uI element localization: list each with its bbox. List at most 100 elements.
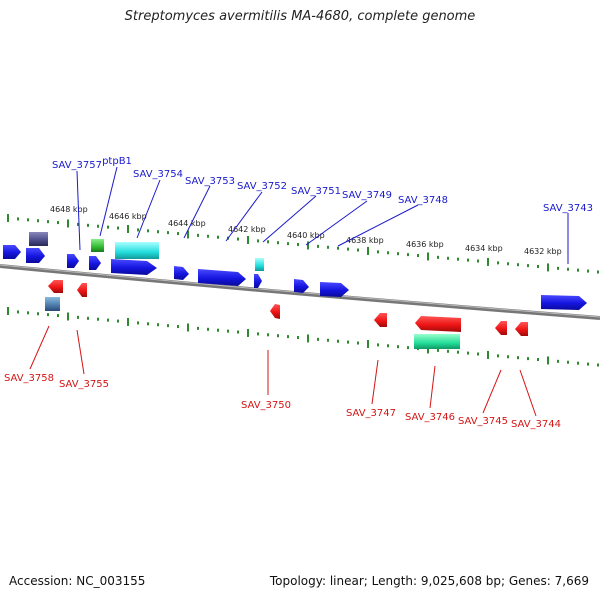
minor-tick bbox=[197, 233, 199, 237]
minor-tick bbox=[317, 337, 319, 341]
minor-tick bbox=[87, 223, 89, 227]
gene-label-sav3748[interactable]: SAV_3748 bbox=[398, 195, 448, 206]
leader-line-sav3746 bbox=[429, 365, 436, 409]
forward-gene-arrow[interactable] bbox=[67, 254, 79, 268]
minor-tick bbox=[267, 240, 269, 244]
gene-label-sav3751[interactable]: SAV_3751 bbox=[291, 186, 341, 197]
gene-label-sav3754[interactable]: SAV_3754 bbox=[133, 169, 183, 180]
leader-line-sav3749 bbox=[305, 200, 368, 246]
minor-tick bbox=[117, 226, 119, 230]
gene-label-ptpb1[interactable]: ptpB1 bbox=[102, 156, 132, 167]
minor-tick bbox=[17, 310, 19, 314]
major-tick bbox=[127, 317, 129, 326]
major-tick bbox=[127, 224, 129, 233]
minor-tick bbox=[277, 241, 279, 245]
scale-label-4648: 4648 kbp bbox=[50, 205, 88, 214]
minor-tick bbox=[377, 343, 379, 347]
minor-tick bbox=[527, 357, 529, 361]
major-tick bbox=[367, 246, 369, 255]
forward-gene-arrow[interactable] bbox=[254, 274, 262, 288]
gene-label-sav3746[interactable]: SAV_3746 bbox=[405, 412, 455, 423]
forward-gene-arrow[interactable] bbox=[3, 245, 21, 259]
minor-tick bbox=[407, 253, 409, 257]
reverse-gene-arrow[interactable] bbox=[374, 313, 387, 327]
feature-green-box[interactable] bbox=[91, 239, 104, 252]
minor-tick bbox=[147, 229, 149, 233]
minor-tick bbox=[457, 350, 459, 354]
forward-gene-arrow[interactable] bbox=[198, 269, 246, 286]
major-tick bbox=[307, 241, 309, 250]
gene-label-sav3755[interactable]: SAV_3755 bbox=[59, 379, 109, 390]
minor-tick bbox=[47, 220, 49, 224]
gene-label-sav3757[interactable]: SAV_3757 bbox=[52, 160, 102, 171]
minor-tick bbox=[157, 230, 159, 234]
minor-tick bbox=[227, 329, 229, 333]
minor-tick bbox=[217, 328, 219, 332]
minor-tick bbox=[537, 265, 539, 269]
minor-tick bbox=[177, 232, 179, 236]
major-tick bbox=[547, 263, 549, 272]
forward-gene-arrow[interactable] bbox=[320, 282, 349, 297]
scale-label-4644: 4644 kbp bbox=[168, 219, 206, 228]
major-tick bbox=[247, 328, 249, 337]
forward-gene-arrow[interactable] bbox=[294, 279, 309, 293]
gene-label-sav3744[interactable]: SAV_3744 bbox=[511, 419, 561, 430]
minor-tick bbox=[377, 250, 379, 254]
reverse-gene-arrow[interactable] bbox=[515, 322, 528, 336]
minor-tick bbox=[517, 356, 519, 360]
gene-label-sav3745[interactable]: SAV_3745 bbox=[458, 416, 508, 427]
minor-tick bbox=[417, 254, 419, 258]
leader-line-sav3748 bbox=[337, 204, 419, 247]
minor-tick bbox=[97, 317, 99, 321]
feature-steel-box[interactable] bbox=[45, 297, 60, 311]
gene-label-sav3747[interactable]: SAV_3747 bbox=[346, 408, 396, 419]
minor-tick bbox=[37, 219, 39, 223]
feature-teal-box[interactable] bbox=[414, 334, 460, 349]
gene-label-sav3750[interactable]: SAV_3750 bbox=[241, 400, 291, 411]
forward-gene-arrow[interactable] bbox=[111, 259, 157, 275]
lower-tick-track bbox=[7, 307, 599, 367]
minor-tick bbox=[597, 270, 599, 274]
minor-tick bbox=[167, 231, 169, 235]
minor-tick bbox=[27, 218, 29, 222]
major-tick bbox=[67, 312, 69, 321]
major-tick bbox=[187, 230, 189, 239]
feature-cyan-box[interactable] bbox=[115, 242, 159, 259]
minor-tick bbox=[597, 363, 599, 367]
gene-label-sav3752[interactable]: SAV_3752 bbox=[237, 181, 287, 192]
minor-tick bbox=[527, 264, 529, 268]
minor-tick bbox=[347, 340, 349, 344]
reverse-gene-arrow[interactable] bbox=[495, 321, 507, 335]
minor-tick bbox=[57, 314, 59, 318]
major-tick bbox=[427, 345, 429, 354]
minor-tick bbox=[567, 267, 569, 271]
minor-tick bbox=[557, 359, 559, 363]
reverse-gene-arrow[interactable] bbox=[48, 280, 63, 293]
genome-axis bbox=[0, 264, 600, 320]
gene-label-sav3753[interactable]: SAV_3753 bbox=[185, 176, 235, 187]
reverse-gene-arrow[interactable] bbox=[270, 304, 280, 319]
gene-label-sav3758[interactable]: SAV_3758 bbox=[4, 373, 54, 384]
minor-tick bbox=[457, 257, 459, 261]
minor-tick bbox=[157, 323, 159, 327]
gene-label-sav3749[interactable]: SAV_3749 bbox=[342, 190, 392, 201]
minor-tick bbox=[107, 318, 109, 322]
feature-purple-box[interactable] bbox=[29, 232, 48, 246]
minor-tick bbox=[517, 263, 519, 267]
feature-cyan-small-box[interactable] bbox=[255, 258, 264, 271]
minor-tick bbox=[17, 217, 19, 221]
leader-line-sav3755 bbox=[76, 329, 85, 375]
minor-tick bbox=[267, 333, 269, 337]
gene-label-sav3743[interactable]: SAV_3743 bbox=[543, 203, 593, 214]
major-tick bbox=[367, 339, 369, 348]
forward-gene-arrow[interactable] bbox=[89, 256, 101, 270]
reverse-gene-arrow[interactable] bbox=[77, 283, 87, 297]
reverse-gene-arrow[interactable] bbox=[415, 316, 461, 332]
minor-tick bbox=[507, 262, 509, 266]
forward-gene-arrow[interactable] bbox=[541, 295, 587, 310]
minor-tick bbox=[167, 324, 169, 328]
minor-tick bbox=[77, 222, 79, 226]
forward-gene-arrow[interactable] bbox=[174, 266, 189, 280]
forward-gene-arrow[interactable] bbox=[26, 248, 45, 263]
minor-tick bbox=[327, 338, 329, 342]
